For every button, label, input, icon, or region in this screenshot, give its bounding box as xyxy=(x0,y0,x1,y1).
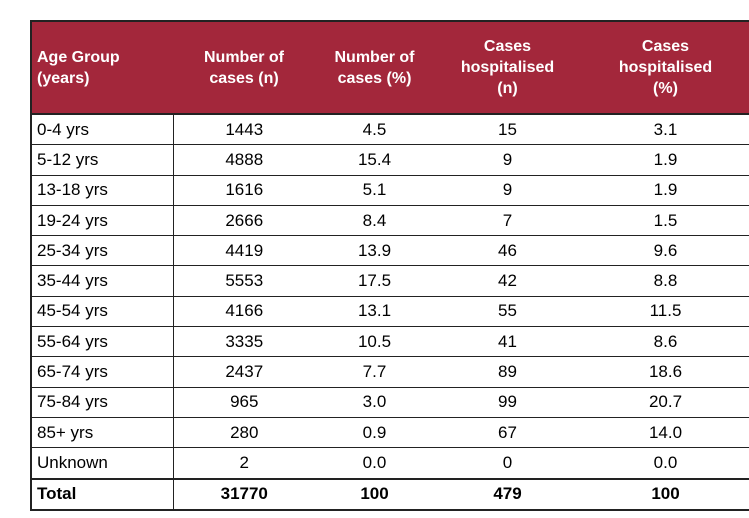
hospitalised-pct-cell: 20.7 xyxy=(581,387,749,418)
hospitalised-n-cell: 99 xyxy=(434,387,581,418)
header-number-of-cases-pct: Number of cases (%) xyxy=(315,20,434,115)
age-group-cell: 75-84 yrs xyxy=(30,387,174,418)
table-row: 75-84 yrs 965 3.0 99 20.7 xyxy=(30,387,749,418)
cases-pct-cell: 0.9 xyxy=(315,417,434,449)
hospitalised-n-cell: 7 xyxy=(434,205,581,237)
total-label-cell: Total xyxy=(30,477,174,511)
hospitalised-n-cell: 0 xyxy=(434,447,581,480)
cases-pct-cell: 7.7 xyxy=(315,356,434,388)
cases-n-cell: 3335 xyxy=(173,326,315,358)
table-header-row: Age Group (years) Number of cases (n) Nu… xyxy=(30,20,749,115)
cases-pct-cell: 13.1 xyxy=(315,296,434,328)
cases-n-cell: 5553 xyxy=(173,265,315,297)
cases-n-cell: 2 xyxy=(173,447,315,480)
hospitalised-n-cell: 9 xyxy=(434,175,581,206)
table-row: 13-18 yrs 1616 5.1 9 1.9 xyxy=(30,175,749,206)
total-cases-n-cell: 31770 xyxy=(173,477,315,511)
age-group-table-container: Age Group (years) Number of cases (n) Nu… xyxy=(30,20,749,511)
hospitalised-pct-cell: 9.6 xyxy=(581,235,749,267)
header-number-of-cases-n: Number of cases (n) xyxy=(173,20,315,115)
total-hospitalised-n-cell: 479 xyxy=(434,477,581,511)
age-group-cell: Unknown xyxy=(30,447,174,480)
table-row: 0-4 yrs 1443 4.5 15 3.1 xyxy=(30,114,749,146)
cases-pct-cell: 4.5 xyxy=(315,114,434,146)
hospitalised-pct-cell: 3.1 xyxy=(581,114,749,146)
hospitalised-n-cell: 46 xyxy=(434,235,581,267)
hospitalised-n-cell: 89 xyxy=(434,356,581,388)
cases-pct-cell: 13.9 xyxy=(315,235,434,267)
cases-n-cell: 2666 xyxy=(173,205,315,237)
cases-n-cell: 4888 xyxy=(173,144,315,176)
age-group-cell: 5-12 yrs xyxy=(30,144,174,176)
age-group-cases-table: Age Group (years) Number of cases (n) Nu… xyxy=(30,20,749,511)
age-group-cell: 45-54 yrs xyxy=(30,296,174,328)
table-row: 25-34 yrs 4419 13.9 46 9.6 xyxy=(30,235,749,267)
age-group-cell: 65-74 yrs xyxy=(30,356,174,388)
table-row: 35-44 yrs 5553 17.5 42 8.8 xyxy=(30,265,749,297)
total-cases-pct-cell: 100 xyxy=(315,477,434,511)
cases-n-cell: 2437 xyxy=(173,356,315,388)
hospitalised-n-cell: 41 xyxy=(434,326,581,358)
age-group-cell: 35-44 yrs xyxy=(30,265,174,297)
cases-pct-cell: 8.4 xyxy=(315,205,434,237)
age-group-cell: 55-64 yrs xyxy=(30,326,174,358)
cases-pct-cell: 0.0 xyxy=(315,447,434,480)
hospitalised-n-cell: 42 xyxy=(434,265,581,297)
cases-pct-cell: 3.0 xyxy=(315,387,434,418)
hospitalised-n-cell: 9 xyxy=(434,144,581,176)
hospitalised-pct-cell: 1.9 xyxy=(581,175,749,206)
table-row: 55-64 yrs 3335 10.5 41 8.6 xyxy=(30,326,749,358)
hospitalised-pct-cell: 1.9 xyxy=(581,144,749,176)
hospitalised-pct-cell: 1.5 xyxy=(581,205,749,237)
table-row: 45-54 yrs 4166 13.1 55 11.5 xyxy=(30,296,749,328)
age-group-cell: 85+ yrs xyxy=(30,417,174,449)
hospitalised-pct-cell: 11.5 xyxy=(581,296,749,328)
age-group-cell: 19-24 yrs xyxy=(30,205,174,237)
table-row: 5-12 yrs 4888 15.4 9 1.9 xyxy=(30,144,749,176)
table-row: 65-74 yrs 2437 7.7 89 18.6 xyxy=(30,356,749,388)
table-row: 19-24 yrs 2666 8.4 7 1.5 xyxy=(30,205,749,237)
cases-pct-cell: 15.4 xyxy=(315,144,434,176)
header-cases-hospitalised-pct: Cases hospitalised (%) xyxy=(581,20,749,115)
age-group-cell: 0-4 yrs xyxy=(30,114,174,146)
hospitalised-pct-cell: 18.6 xyxy=(581,356,749,388)
header-age-group: Age Group (years) xyxy=(30,20,173,115)
hospitalised-pct-cell: 8.6 xyxy=(581,326,749,358)
cases-n-cell: 4166 xyxy=(173,296,315,328)
cases-n-cell: 4419 xyxy=(173,235,315,267)
cases-n-cell: 280 xyxy=(173,417,315,449)
age-group-cell: 25-34 yrs xyxy=(30,235,174,267)
cases-n-cell: 965 xyxy=(173,387,315,418)
hospitalised-n-cell: 15 xyxy=(434,114,581,146)
table-row: Unknown 2 0.0 0 0.0 xyxy=(30,447,749,480)
hospitalised-n-cell: 55 xyxy=(434,296,581,328)
cases-pct-cell: 5.1 xyxy=(315,175,434,206)
table-row: 85+ yrs 280 0.9 67 14.0 xyxy=(30,417,749,449)
cases-n-cell: 1616 xyxy=(173,175,315,206)
hospitalised-pct-cell: 0.0 xyxy=(581,447,749,480)
total-hospitalised-pct-cell: 100 xyxy=(581,477,749,511)
hospitalised-pct-cell: 14.0 xyxy=(581,417,749,449)
cases-n-cell: 1443 xyxy=(173,114,315,146)
header-cases-hospitalised-n: Cases hospitalised (n) xyxy=(434,20,581,115)
total-row: Total 31770 100 479 100 xyxy=(30,477,749,511)
hospitalised-n-cell: 67 xyxy=(434,417,581,449)
cases-pct-cell: 10.5 xyxy=(315,326,434,358)
hospitalised-pct-cell: 8.8 xyxy=(581,265,749,297)
age-group-cell: 13-18 yrs xyxy=(30,175,174,206)
cases-pct-cell: 17.5 xyxy=(315,265,434,297)
